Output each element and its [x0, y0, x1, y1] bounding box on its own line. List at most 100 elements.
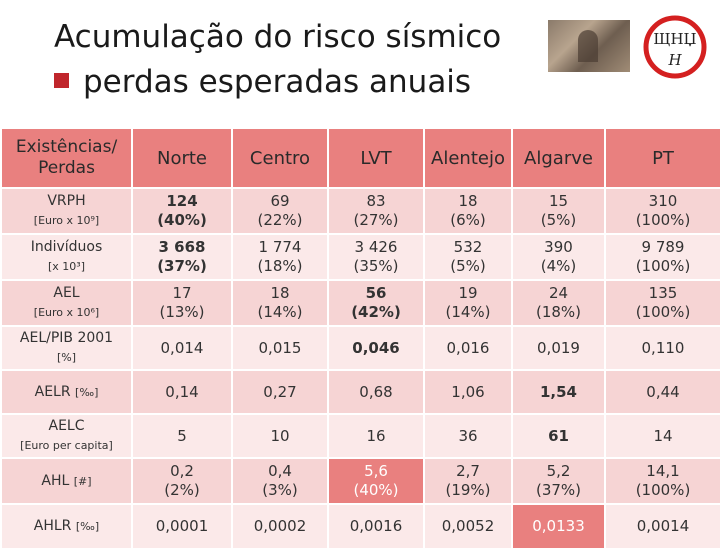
row-label-unit: [Euro x 10⁶]	[33, 306, 100, 319]
table-cell: 69 (22%)	[231, 187, 329, 235]
cell-value: 0,2	[170, 462, 194, 480]
cell-value: 390	[544, 238, 573, 256]
cell-percent: (35%)	[353, 257, 399, 275]
cell-value: 0,014	[160, 338, 204, 357]
cell-percent: (6%)	[450, 211, 486, 229]
row-label: AEL [Euro x 10⁶]	[0, 279, 133, 327]
cell-value: 5	[177, 426, 187, 445]
cell-value: 14	[653, 426, 673, 445]
table-row: AEL [Euro x 10⁶] 17 (13%) 18 (14%) 56 (42%) 19 (1…	[0, 279, 720, 327]
table-cell: 61	[511, 413, 606, 459]
table-row: AELR [‰] 0,14 0,27 0,68 1,06 1,54 0,44	[0, 369, 720, 415]
cell-value: 19	[458, 284, 478, 302]
cell-value: 0,110	[641, 338, 685, 357]
table-cell: 83 (27%)	[327, 187, 425, 235]
header-cell: Existências/ Perdas	[0, 127, 133, 189]
table-cell: 124 (40%)	[131, 187, 233, 235]
cell-value: 15	[548, 192, 569, 210]
cell-value: 1 774	[258, 238, 302, 256]
cell-value: 0,019	[537, 338, 580, 357]
cell-value: 83	[366, 192, 386, 210]
cell-value: 18	[458, 192, 478, 210]
bullet-icon	[54, 73, 69, 88]
cell-percent: (14%)	[445, 303, 491, 321]
cell-percent: (100%)	[635, 481, 691, 499]
table-cell: 0,0052	[423, 503, 513, 550]
table-cell: 135 (100%)	[604, 279, 720, 327]
cell-percent: (40%)	[353, 481, 399, 499]
table-row: AELC [Euro per capita] 5 10 16 36 61 14	[0, 413, 720, 459]
header-cell: Alentejo	[423, 127, 513, 189]
cell-value: 3 668	[158, 238, 206, 256]
cell-value: 0,68	[359, 382, 393, 401]
logo-text-bottom: H	[667, 51, 682, 69]
table-cell: 36	[423, 413, 513, 459]
cell-value: 0,0133	[532, 517, 585, 535]
cell-value: 0,0001	[155, 517, 209, 535]
cell-value: 3 426	[354, 238, 398, 256]
table-row: AHL [#] 0,2 (2%) 0,4 (3%) 5,6 (40%) 2,7 (19%) 5,2…	[0, 457, 720, 505]
table-cell: 10	[231, 413, 329, 459]
cell-value: 2,7	[456, 462, 480, 480]
table-cell: 0,016	[423, 325, 513, 371]
table-cell: 1,54	[511, 369, 606, 415]
row-label-unit: [‰]	[75, 520, 100, 533]
table-cell: 0,68	[327, 369, 425, 415]
cell-value: 0,016	[446, 338, 490, 357]
table-cell: 5,2 (37%)	[511, 457, 606, 505]
table-cell: 310 (100%)	[604, 187, 720, 235]
cell-value: 0,0052	[441, 517, 495, 535]
cell-percent: (22%)	[257, 211, 303, 229]
row-label: AEL/PIB 2001 [%]	[0, 325, 133, 371]
row-label-unit: [Euro x 10⁹]	[33, 214, 100, 227]
cell-percent: (100%)	[635, 257, 691, 275]
table-cell: 0,27	[231, 369, 329, 415]
table-cell: 24 (18%)	[511, 279, 606, 327]
cell-value: 56	[365, 284, 387, 302]
cell-value: 14,1	[646, 462, 680, 480]
cell-percent: (5%)	[540, 211, 577, 229]
table-cell: 18 (6%)	[423, 187, 513, 235]
cell-value: 124	[166, 192, 198, 210]
table-cell: 5	[131, 413, 233, 459]
cell-percent: (18%)	[535, 303, 582, 321]
row-label: AELC [Euro per capita]	[0, 413, 133, 459]
table-cell: 0,0002	[231, 503, 329, 550]
cell-value: 5,2	[546, 462, 571, 480]
row-label-text: AEL/PIB 2001	[19, 330, 114, 346]
header-cell: Norte	[131, 127, 233, 189]
table-cell: 0,4 (3%)	[231, 457, 329, 505]
cell-value: 17	[172, 284, 192, 302]
cell-value: 61	[548, 426, 569, 445]
cell-percent: (37%)	[535, 481, 582, 499]
cell-percent: (100%)	[635, 211, 691, 229]
cell-value: 24	[548, 284, 569, 302]
row-label-text: AEL	[53, 285, 80, 301]
table-cell: 19 (14%)	[423, 279, 513, 327]
cell-value: 0,0002	[253, 517, 307, 535]
table-cell: 390 (4%)	[511, 233, 606, 281]
header-cell: Centro	[231, 127, 329, 189]
table-cell: 18 (14%)	[231, 279, 329, 327]
cell-value: 0,14	[165, 382, 199, 401]
institution-logo: ЩHЏ H	[643, 15, 707, 79]
cell-percent: (5%)	[450, 257, 486, 275]
cell-value: 310	[648, 192, 678, 210]
table-cell: 16	[327, 413, 425, 459]
cell-value: 9 789	[641, 238, 685, 256]
row-label: VRPH [Euro x 10⁹]	[0, 187, 133, 235]
slide-title: Acumulação do risco sísmico	[54, 19, 502, 55]
risk-table: Existências/ Perdas Norte Centro LVT Ale…	[0, 127, 720, 550]
table-cell: 0,014	[131, 325, 233, 371]
table-cell: 15 (5%)	[511, 187, 606, 235]
table-cell: 1 774 (18%)	[231, 233, 329, 281]
cell-value: 0,27	[263, 382, 297, 401]
cell-value: 10	[270, 426, 290, 445]
row-label: AELR [‰]	[0, 369, 133, 415]
cell-percent: (2%)	[164, 481, 200, 499]
table-cell: 56 (42%)	[327, 279, 425, 327]
row-label-unit: [Euro per capita]	[20, 439, 113, 452]
cell-percent: (14%)	[257, 303, 303, 321]
table-cell: 0,14	[131, 369, 233, 415]
cell-value: 16	[366, 426, 386, 445]
